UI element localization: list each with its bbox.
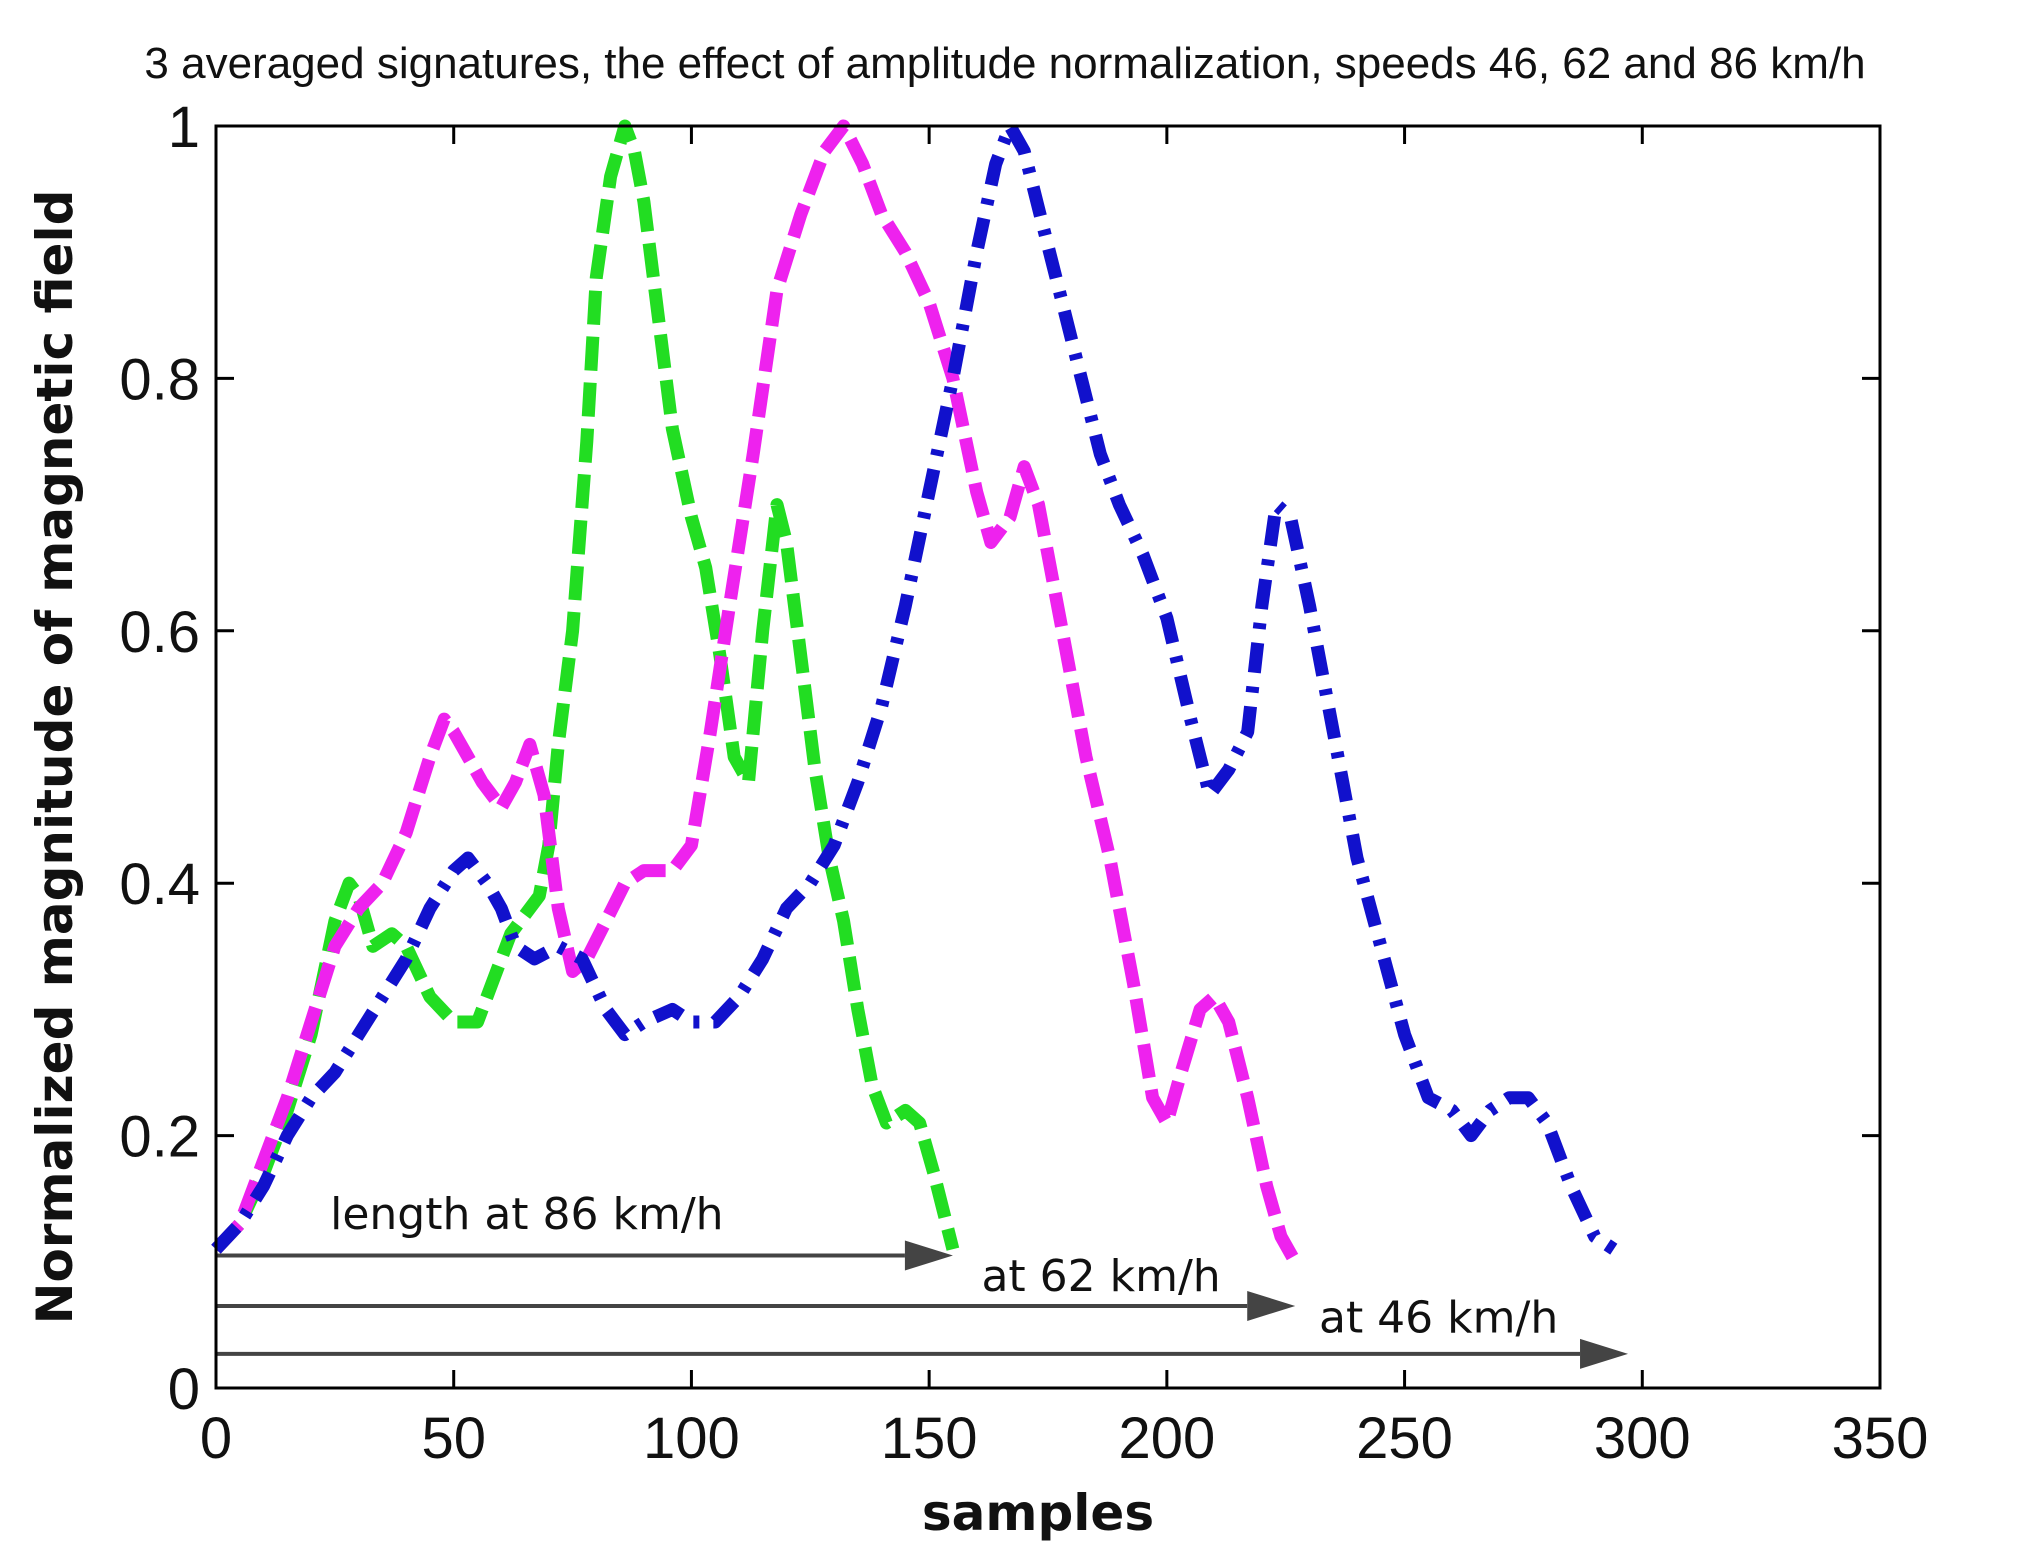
annotation-label: length at 86 km/h <box>330 1189 723 1240</box>
x-tick-label: 350 <box>1832 1406 1929 1471</box>
annotation-arrow-head <box>904 1240 953 1271</box>
x-tick-label: 300 <box>1594 1406 1691 1471</box>
y-axis-label: Normalized magnitude of magnetic field <box>26 190 84 1325</box>
y-tick-label: 0 <box>168 1357 200 1422</box>
x-tick-label: 150 <box>881 1406 978 1471</box>
annotation-label: at 46 km/h <box>1319 1293 1558 1344</box>
x-tick-label: 0 <box>200 1406 232 1471</box>
x-tick-label: 250 <box>1356 1406 1453 1471</box>
x-axis-label: samples <box>922 1484 1154 1542</box>
x-tick-label: 100 <box>643 1406 740 1471</box>
annotation-arrow-head <box>1580 1338 1629 1369</box>
y-tick-label: 0.8 <box>119 347 200 412</box>
series-layer <box>211 119 1618 1265</box>
plot-frame <box>214 124 1882 1390</box>
ticks-layer: 0 50 100 150 200 250 300 350 0 0.2 0.4 0.6 0.8 1 <box>119 95 1928 1471</box>
series-line-1 <box>211 119 1301 1265</box>
y-tick-label: 0.6 <box>119 600 200 665</box>
y-tick-label: 0.2 <box>119 1105 200 1170</box>
annotation-label: at 62 km/h <box>981 1251 1220 1302</box>
y-tick-label: 1 <box>168 95 200 160</box>
annotation-arrow-head <box>1247 1290 1296 1321</box>
chart-title: 3 averaged signatures, the effect of amp… <box>144 39 1865 88</box>
y-tick-label: 0.4 <box>119 852 200 917</box>
x-tick-label: 50 <box>421 1406 486 1471</box>
series-line-2 <box>211 119 1618 1255</box>
x-tick-label: 200 <box>1118 1406 1215 1471</box>
annotation-layer: length at 86 km/h at 62 km/h at 46 km/h <box>216 1189 1629 1369</box>
